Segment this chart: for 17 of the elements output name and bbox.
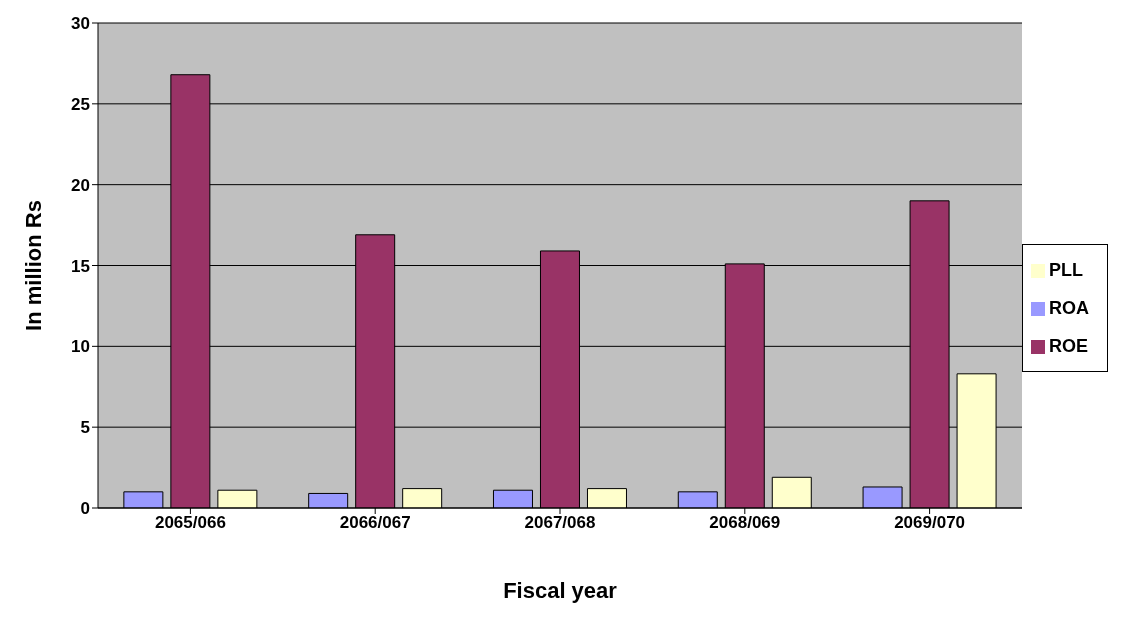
x-tick-label: 2067/068 — [524, 513, 596, 533]
y-axis-title: In million Rs — [20, 200, 46, 331]
x-axis-title: Fiscal year — [503, 578, 618, 603]
legend-label: ROA — [1049, 298, 1089, 318]
y-tick-label: 20 — [71, 175, 90, 195]
y-tick-label: 30 — [71, 14, 90, 34]
y-tick-label: 0 — [80, 499, 90, 519]
legend-label: PLL — [1049, 260, 1083, 280]
y-tick-label: 10 — [71, 337, 90, 357]
x-tick-label: 2065/066 — [154, 513, 226, 533]
y-tick-label: 5 — [80, 418, 90, 438]
y-tick-label: 15 — [71, 256, 90, 276]
x-tick-label: 2069/070 — [894, 513, 966, 533]
y-tick-label: 25 — [71, 94, 90, 114]
x-tick-label: 2066/067 — [339, 513, 411, 533]
legend-label: ROE — [1049, 336, 1089, 356]
x-tick-label: 2068/069 — [709, 513, 781, 533]
